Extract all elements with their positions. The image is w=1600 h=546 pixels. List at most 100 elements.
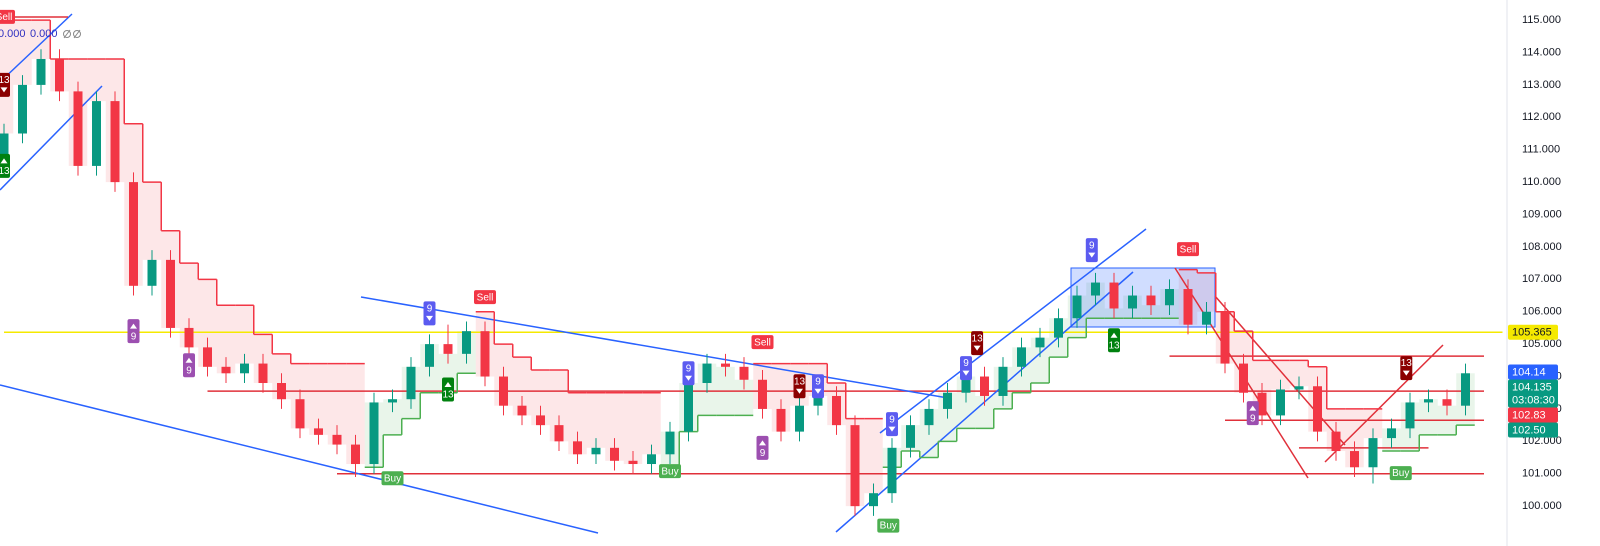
- candle-body: [684, 383, 693, 432]
- signal-arrow: [1402, 370, 1410, 376]
- candle-body: [721, 363, 730, 367]
- candle-body: [739, 366, 749, 380]
- indicator-value: 0.000: [30, 28, 58, 40]
- trend-fill: [1419, 399, 1438, 435]
- candle-body: [536, 415, 545, 426]
- countdown-label: 03:08:30: [1512, 394, 1555, 406]
- candle-body: [1294, 386, 1304, 390]
- trend-fill: [605, 392, 624, 461]
- candle-body: [221, 366, 231, 374]
- candle-body: [258, 363, 268, 384]
- candle-body: [351, 444, 360, 465]
- price-tag-label: 105.365: [1512, 327, 1552, 339]
- y-tick-label: 109.000: [1522, 208, 1562, 220]
- candle-body: [369, 402, 379, 465]
- trend-fill: [975, 395, 994, 429]
- trend-fill: [235, 305, 254, 364]
- trend-fill: [198, 279, 217, 367]
- candle-body: [813, 395, 823, 406]
- signal-label: 9: [889, 414, 895, 425]
- hidden-icon[interactable]: [63, 30, 71, 38]
- candle-body: [1350, 451, 1359, 468]
- candle-body: [55, 58, 64, 92]
- y-tick-label: 101.000: [1522, 468, 1562, 480]
- signal-label: 13: [794, 376, 806, 387]
- trend-fill: [586, 392, 606, 448]
- signal-marker: [474, 290, 496, 305]
- signal-marker: [442, 377, 454, 402]
- candle-body: [961, 376, 971, 393]
- trend-fill: [142, 182, 162, 260]
- signal-marker: [423, 301, 436, 326]
- trend-fill: [1345, 408, 1364, 468]
- price-tag: [1508, 364, 1558, 380]
- candle-body: [1405, 402, 1415, 429]
- signal-marker: [659, 464, 681, 479]
- price-tag-label: 104.14: [1512, 366, 1546, 378]
- candle-body: [1072, 295, 1082, 319]
- signal-label: 9: [1089, 240, 1095, 251]
- candle-body: [517, 405, 527, 416]
- price-tag: [1508, 379, 1558, 408]
- trend-fill: [383, 399, 402, 435]
- signal-label: 13: [1108, 340, 1120, 351]
- candle-body: [443, 344, 453, 354]
- y-tick-label: 112.000: [1522, 111, 1561, 123]
- trend-fill: [531, 370, 550, 426]
- signal-label: 9: [815, 376, 821, 387]
- trend-fill: [309, 363, 328, 435]
- signal-marker: [1085, 238, 1098, 263]
- trend-fill: [1271, 360, 1290, 390]
- signal-arrow: [1110, 332, 1118, 338]
- y-tick-label: 115.000: [1522, 14, 1561, 26]
- candle-body: [425, 344, 434, 367]
- signal-label: Sell: [754, 337, 771, 348]
- candle-body: [129, 182, 138, 286]
- signal-label: Sell: [0, 12, 12, 23]
- trend-line: [0, 384, 599, 534]
- signal-label: 9: [963, 358, 969, 369]
- price-tag-label: 102.50: [1512, 424, 1546, 436]
- signal-arrow: [1249, 405, 1257, 411]
- signal-marker: [381, 471, 404, 486]
- trend-line: [360, 296, 949, 399]
- candle-body: [924, 408, 934, 426]
- signal-arrow: [685, 375, 692, 381]
- candle-body: [1165, 289, 1174, 306]
- trend-fill: [549, 370, 569, 442]
- price-tag: [1508, 324, 1558, 340]
- y-tick-label: 108.000: [1522, 241, 1562, 253]
- trend-fill: [346, 363, 365, 465]
- candle-body: [110, 101, 120, 183]
- candle-body: [18, 84, 27, 134]
- signal-marker: [1400, 356, 1413, 381]
- candle-body: [1202, 311, 1211, 325]
- trend-fill: [864, 418, 883, 494]
- candle-body: [388, 399, 397, 403]
- hidden-icon[interactable]: [73, 30, 81, 38]
- price-tag: [1508, 407, 1558, 423]
- signal-arrow: [426, 315, 433, 321]
- candle-body: [610, 447, 619, 461]
- candle-body: [628, 460, 638, 465]
- candle-body: [832, 395, 841, 426]
- signal-label: 9: [760, 448, 766, 459]
- candle-body: [665, 431, 675, 455]
- signal-arrow: [185, 357, 193, 363]
- candle-body: [92, 101, 101, 166]
- signal-arrow: [130, 323, 137, 329]
- y-tick-label: 106.000: [1522, 306, 1562, 318]
- signal-label: 9: [427, 303, 433, 314]
- signal-marker: [971, 331, 984, 356]
- signal-marker: [682, 361, 695, 386]
- signal-label: 9: [186, 365, 192, 376]
- hidden-icon: [63, 29, 71, 39]
- trend-fill: [179, 263, 199, 348]
- candle-body: [702, 363, 712, 384]
- trend-line: [0, 13, 73, 83]
- signal-arrow: [759, 440, 766, 446]
- signal-label: 13: [442, 390, 454, 401]
- candle-body: [943, 392, 952, 409]
- signal-arrow: [0, 158, 8, 164]
